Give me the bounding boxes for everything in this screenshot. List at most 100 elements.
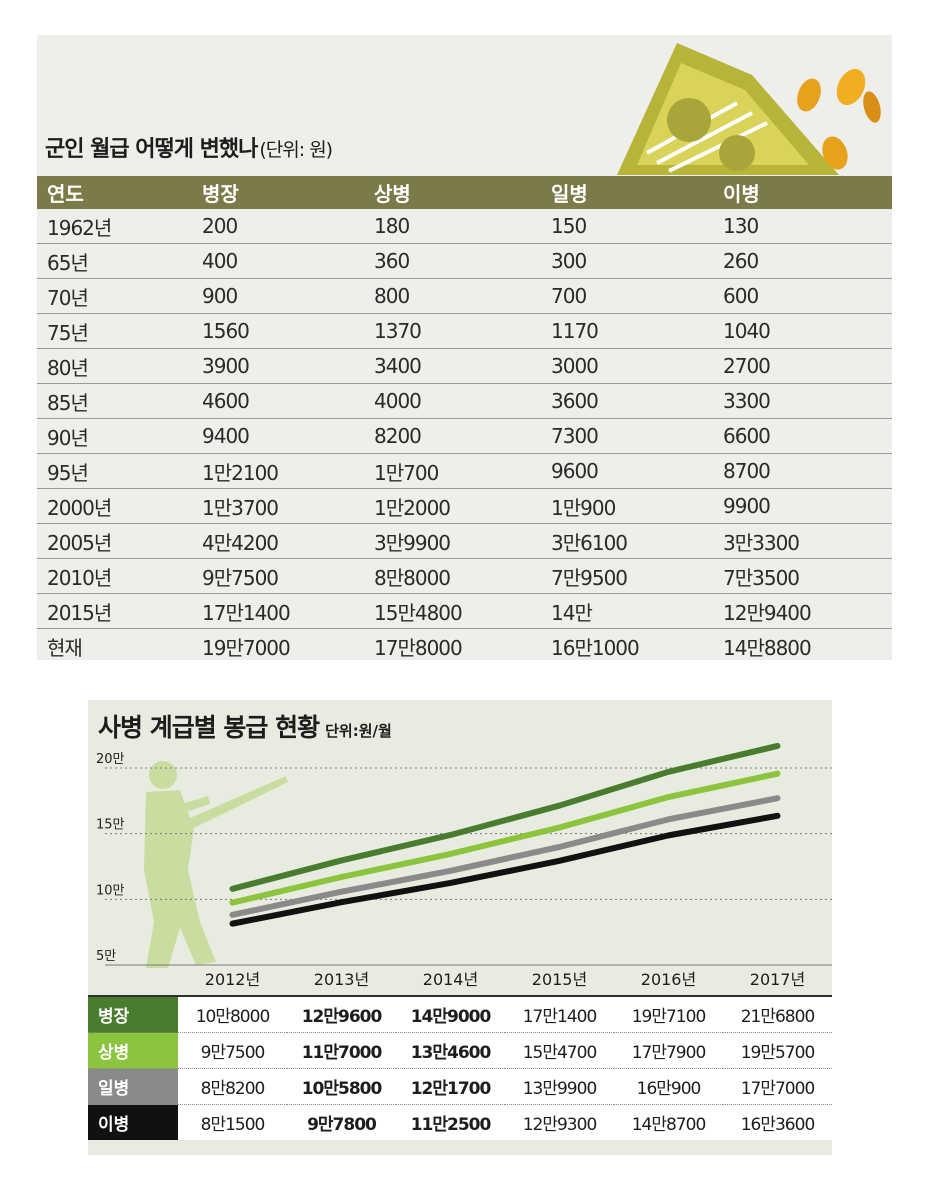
- salary-cell: 1만2100: [192, 453, 364, 489]
- table-title: 군인 월급 어떻게 변했나 (단위: 원): [45, 131, 333, 163]
- salary-history-panel: 군인 월급 어떻게 변했나 (단위: 원) 연도 병장 상병 일병 이병 1962년 200…: [37, 35, 892, 660]
- salary-cell: 15만4800: [364, 593, 541, 629]
- salary-cell: 12만9400: [713, 593, 892, 629]
- salary-cell: 9만7500: [192, 558, 364, 594]
- x-axis-labels: 2012년 2013년 2014년 2015년 2016년 2017년: [205, 970, 805, 989]
- table-row: 75년 1560 1370 1170 1040: [37, 313, 892, 349]
- salary-cell: 6600: [713, 418, 892, 454]
- series-line-3: [229, 812, 781, 927]
- table-row: 80년 3900 3400 3000 2700: [37, 348, 892, 384]
- salary-cell: 360: [364, 243, 541, 279]
- unit-label: 단위:원/월: [325, 722, 392, 740]
- salary-table: 연도 병장 상병 일병 이병 1962년 200 180 150 130 65년 400 360 300…: [37, 176, 892, 660]
- y-axis-ticks: 5만 10만 15만 20만: [96, 752, 125, 964]
- salary-cell: 3900: [192, 348, 364, 384]
- salary-cell: 700: [541, 278, 713, 314]
- column-header: 상병: [364, 176, 541, 209]
- salary-cell: 1만2000: [364, 488, 541, 524]
- salary-cell: 17만8000: [364, 628, 541, 660]
- year-cell: 90년: [37, 418, 192, 454]
- table-row: 65년 400 360 300 260: [37, 243, 892, 279]
- series-line-0: [229, 742, 781, 892]
- rank-label: 상병: [88, 1032, 178, 1069]
- year-cell: 2005년: [37, 523, 192, 559]
- salary-cell: 600: [713, 278, 892, 314]
- salary-value-cell: 9만7500: [178, 1032, 287, 1069]
- year-cell: 75년: [37, 313, 192, 349]
- x-category-label: 2016년: [641, 970, 696, 989]
- salary-value-cell: 8만8200: [178, 1068, 287, 1105]
- y-tick-label: 10만: [96, 883, 125, 898]
- salary-cell: 9400: [192, 418, 364, 454]
- unit-label: (단위: 원): [259, 139, 333, 161]
- salary-value-cell: 9만7800: [287, 1104, 396, 1140]
- salary-cell: 1370: [364, 313, 541, 349]
- table-row: 1962년 200 180 150 130: [37, 209, 892, 244]
- salary-cell: 200: [192, 209, 364, 244]
- salary-cell: 1560: [192, 313, 364, 349]
- salary-cell: 3300: [713, 383, 892, 419]
- table-row: 2010년 9만7500 8만8000 7만9500 7만3500: [37, 558, 892, 594]
- salary-value-cell: 13만4600: [396, 1032, 505, 1069]
- salary-value-cell: 19만7100: [614, 995, 723, 1033]
- gold-coin-icon: [797, 68, 881, 170]
- salary-cell: 7300: [541, 418, 713, 454]
- salary-cell: 3만9900: [364, 523, 541, 559]
- money-coins-illustration: [617, 43, 881, 175]
- salary-value-cell: 16만900: [614, 1068, 723, 1105]
- salary-cell: 1040: [713, 313, 892, 349]
- salary-value-cell: 13만9900: [505, 1068, 614, 1105]
- y-tick-label: 5만: [96, 949, 116, 964]
- table-header-row: 연도 병장 상병 일병 이병: [37, 176, 892, 209]
- salary-cell: 19만7000: [192, 628, 364, 660]
- salary-cell: 9900: [713, 488, 892, 524]
- salary-cell: 7만9500: [541, 558, 713, 594]
- soldier-silhouette-icon: [144, 761, 288, 968]
- x-category-label: 2015년: [532, 970, 587, 989]
- year-cell: 65년: [37, 243, 192, 279]
- x-category-label: 2012년: [205, 970, 260, 989]
- salary-cell: 300: [541, 243, 713, 279]
- rank-salary-table: 병장 10만8000 12만9600 14만9000 17만1400 19만7100 21만…: [88, 995, 832, 1140]
- x-category-label: 2017년: [750, 970, 805, 989]
- salary-cell: 1만900: [541, 488, 713, 524]
- salary-cell: 8700: [713, 453, 892, 489]
- salary-cell: 8200: [364, 418, 541, 454]
- salary-cell: 800: [364, 278, 541, 314]
- salary-value-cell: 19만5700: [723, 1032, 832, 1069]
- table-row: 70년 900 800 700 600: [37, 278, 892, 314]
- year-cell: 85년: [37, 383, 192, 419]
- table-row: 일병 8만8200 10만5800 12만1700 13만9900 16만900 17만70…: [88, 1068, 832, 1105]
- salary-cell: 4만4200: [192, 523, 364, 559]
- year-cell: 95년: [37, 453, 192, 489]
- salary-value-cell: 21만6800: [723, 995, 832, 1033]
- salary-cell: 8만8000: [364, 558, 541, 594]
- banknote-icon: [617, 43, 839, 175]
- salary-cell: 17만1400: [192, 593, 364, 629]
- salary-value-cell: 10만5800: [287, 1068, 396, 1105]
- title-text: 사병 계급별 봉급 현황: [98, 713, 320, 742]
- salary-cell: 3600: [541, 383, 713, 419]
- rank-label: 일병: [88, 1068, 178, 1105]
- table-row: 이병 8만1500 9만7800 11만2500 12만9300 14만8700 16만36…: [88, 1104, 832, 1140]
- table-row: 2015년 17만1400 15만4800 14만 12만9400: [37, 593, 892, 629]
- column-header: 일병: [541, 176, 713, 209]
- salary-cell: 400: [192, 243, 364, 279]
- column-header: 이병: [713, 176, 892, 209]
- chart-title: 사병 계급별 봉급 현황 단위:원/월: [98, 708, 392, 744]
- salary-value-cell: 17만1400: [505, 995, 614, 1033]
- column-header: 연도: [37, 176, 192, 209]
- year-cell: 2010년: [37, 558, 192, 594]
- salary-value-cell: 12만9600: [287, 995, 396, 1033]
- grid-lines: [105, 767, 832, 966]
- salary-cell: 1만3700: [192, 488, 364, 524]
- salary-cell: 900: [192, 278, 364, 314]
- title-text: 군인 월급 어떻게 변했나: [45, 137, 258, 162]
- salary-cell: 3만6100: [541, 523, 713, 559]
- salary-value-cell: 16만3600: [723, 1104, 832, 1140]
- salary-cell: 7만3500: [713, 558, 892, 594]
- table-row: 현재 19만7000 17만8000 16만1000 14만8800: [37, 628, 892, 660]
- salary-cell: 3000: [541, 348, 713, 384]
- table-row: 2000년 1만3700 1만2000 1만900 9900: [37, 488, 892, 524]
